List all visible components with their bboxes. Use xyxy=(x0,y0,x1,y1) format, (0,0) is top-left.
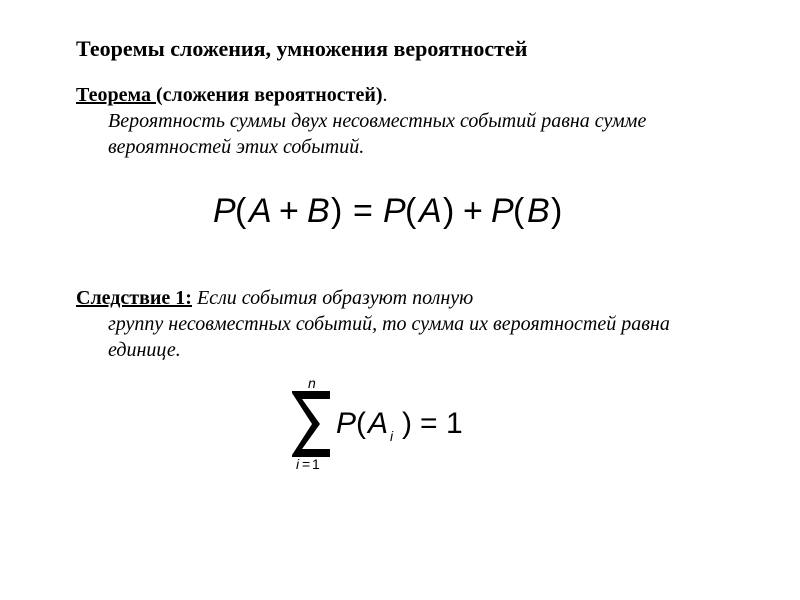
page-title: Теоремы сложения, умножения вероятностей xyxy=(76,36,740,62)
corollary-label: Следствие 1: xyxy=(76,287,192,309)
svg-text:P: P xyxy=(491,192,514,230)
theorem-period: . xyxy=(383,84,388,106)
svg-text:P: P xyxy=(383,192,406,230)
svg-text:A: A xyxy=(247,192,272,230)
svg-text:): ) xyxy=(443,192,454,230)
svg-text:i: i xyxy=(390,428,394,444)
theorem-paragraph: Теорема (сложения вероятностей). Вероятн… xyxy=(76,82,740,160)
svg-text:(: ( xyxy=(356,407,366,440)
corollary-paragraph: Следствие 1: Если события образуют полну… xyxy=(76,285,740,363)
svg-text:A: A xyxy=(366,407,388,440)
svg-text:A: A xyxy=(417,192,442,230)
formula-addition: P(A+B)=P(A)+P(B) xyxy=(76,188,740,239)
svg-text:1: 1 xyxy=(446,407,463,440)
svg-text:1: 1 xyxy=(312,456,320,469)
svg-text:P: P xyxy=(213,192,236,230)
svg-text:): ) xyxy=(402,407,412,440)
svg-text:P: P xyxy=(336,407,356,440)
svg-text:): ) xyxy=(551,192,562,230)
svg-text:): ) xyxy=(331,192,342,230)
svg-text:(: ( xyxy=(235,192,247,230)
svg-text:B: B xyxy=(527,192,550,230)
svg-text:(: ( xyxy=(405,192,417,230)
document-page: Теоремы сложения, умножения вероятностей… xyxy=(0,0,800,600)
svg-text:i: i xyxy=(296,456,300,469)
svg-text:B: B xyxy=(307,192,330,230)
svg-text:n: n xyxy=(308,379,316,391)
formula-addition-svg: P(A+B)=P(A)+P(B) xyxy=(213,188,603,234)
svg-text:(: ( xyxy=(513,192,525,230)
svg-text:=: = xyxy=(302,456,310,469)
svg-text:=: = xyxy=(420,407,438,440)
svg-text:+: + xyxy=(463,192,483,230)
svg-text:+: + xyxy=(279,192,299,230)
corollary-lead: Если события образуют полную xyxy=(192,287,473,309)
formula-sum-svg: ni=1P(Ai)=1 xyxy=(286,379,486,469)
corollary-rest: группу несовместных событий, то сумма их… xyxy=(108,311,740,363)
theorem-body: Вероятность суммы двух несовместных собы… xyxy=(108,108,740,160)
formula-sum: ni=1P(Ai)=1 xyxy=(286,379,740,474)
theorem-label: Теорема xyxy=(76,84,156,106)
theorem-paren: (сложения вероятностей) xyxy=(156,84,383,106)
svg-text:=: = xyxy=(353,192,373,230)
